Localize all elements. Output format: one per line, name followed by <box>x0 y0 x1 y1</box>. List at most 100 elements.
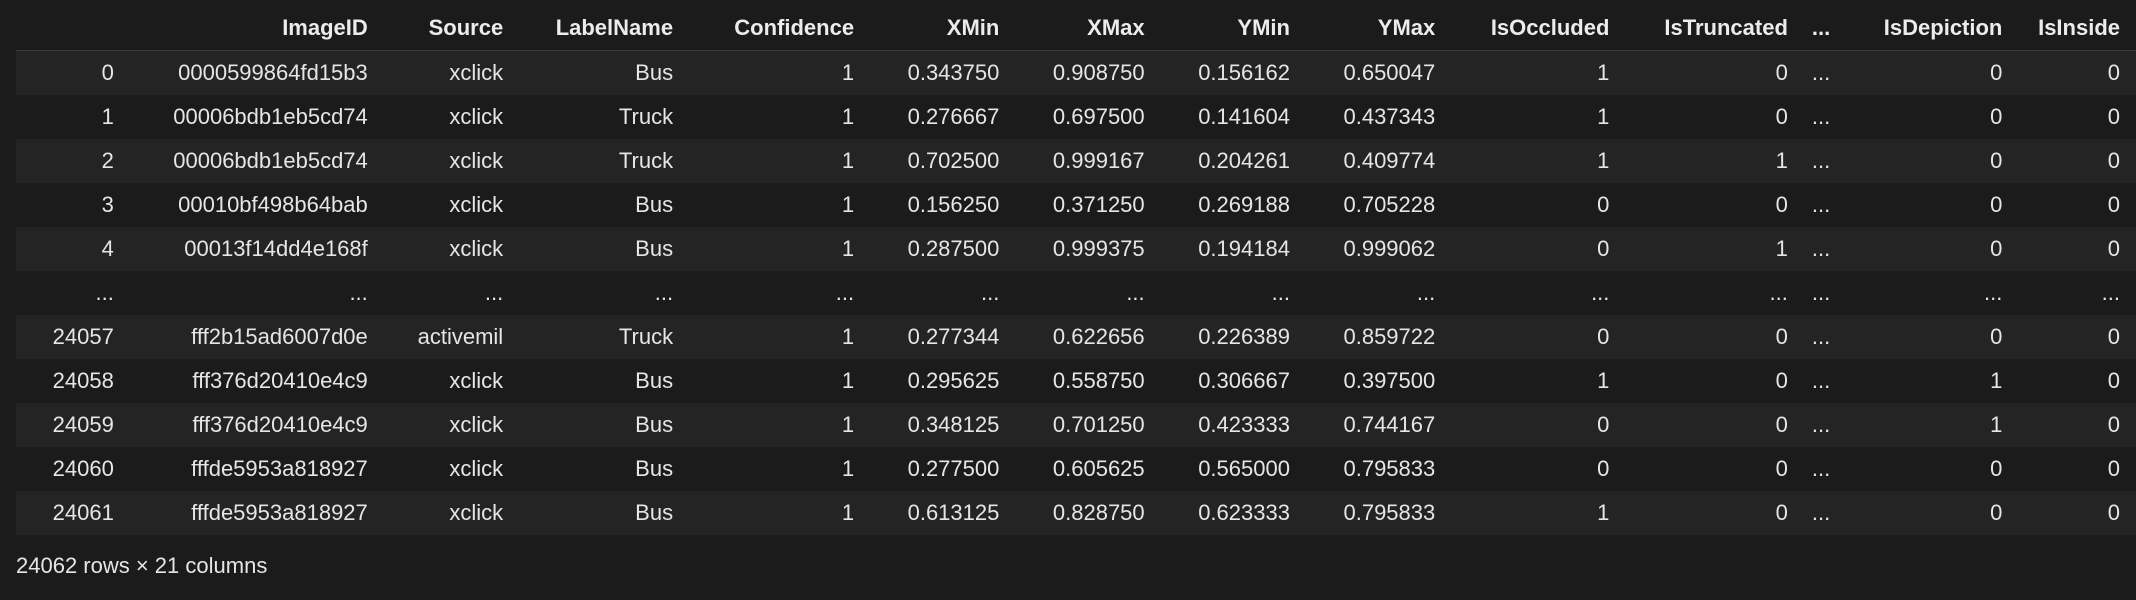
cell-source: xclick <box>449 500 504 525</box>
table-header: ImageID Source LabelName Confidence XMin… <box>16 6 2136 51</box>
table-row: 24060 fffde5953a818927 xclick Bus 1 0.277500 0… <box>16 447 2136 491</box>
cell-imageid: fff2b15ad6007d0e <box>191 324 368 349</box>
cell-index: 4 <box>101 236 114 261</box>
cell-index: 3 <box>101 192 114 217</box>
cell-xmax: 0.605625 <box>1052 456 1145 481</box>
cell-index: 24058 <box>52 368 114 393</box>
cell-ymax: 0.705228 <box>1343 192 1436 217</box>
cell-isdepiction: 1 <box>1990 412 2003 437</box>
cell-source: xclick <box>449 456 504 481</box>
cell-isinside: 0 <box>2107 368 2120 393</box>
cell-source: xclick <box>449 368 504 393</box>
table-row: 24061 fffde5953a818927 xclick Bus 1 0.613125 0… <box>16 491 2136 535</box>
column-header-ymax: YMax <box>1305 6 1452 51</box>
cell-ymax: 0.409774 <box>1343 148 1436 173</box>
cell-confidence: 1 <box>841 500 855 525</box>
cell-confidence: 1 <box>841 60 855 85</box>
cell-istruncated: 0 <box>1775 456 1788 481</box>
cell-istruncated: 0 <box>1775 60 1788 85</box>
cell-isoccluded: 1 <box>1597 500 1610 525</box>
column-header-isinside: IsInside <box>2018 6 2136 51</box>
cell-xmax: 0.999375 <box>1052 236 1145 261</box>
cell-xmax: ... <box>1126 280 1145 305</box>
table-row: 24058 fff376d20410e4c9 xclick Bus 1 0.295625 0… <box>16 359 2136 403</box>
cell-imageid: 0000599864fd15b3 <box>178 60 368 85</box>
cell-xmax: 0.908750 <box>1052 60 1145 85</box>
cell-istruncated: 1 <box>1775 148 1788 173</box>
cell-isdepiction: 0 <box>1990 104 2003 129</box>
cell-ymin: 0.423333 <box>1198 412 1290 437</box>
table-row: 2 00006bdb1eb5cd74 xclick Truck 1 0.702500 0.9… <box>16 139 2136 183</box>
cell-isinside: 0 <box>2107 236 2120 261</box>
cell-isdepiction: ... <box>1984 280 2003 305</box>
cell-ellipsis: ... <box>1811 148 1831 173</box>
cell-ymin: 0.204261 <box>1198 148 1290 173</box>
cell-imageid: 00010bf498b64bab <box>178 192 368 217</box>
cell-imageid: 00006bdb1eb5cd74 <box>173 148 368 173</box>
cell-isdepiction: 0 <box>1990 456 2003 481</box>
cell-istruncated: 0 <box>1775 324 1788 349</box>
cell-imageid: fff376d20410e4c9 <box>192 412 368 437</box>
cell-confidence: 1 <box>841 192 855 217</box>
cell-index: 24061 <box>52 500 114 525</box>
cell-ymin: 0.194184 <box>1198 236 1290 261</box>
cell-isinside: 0 <box>2107 192 2120 217</box>
cell-isinside: 0 <box>2107 148 2120 173</box>
cell-xmin: 0.277344 <box>907 324 1000 349</box>
cell-labelname: Bus <box>635 500 674 525</box>
cell-imageid: ... <box>349 280 368 305</box>
cell-isoccluded: 0 <box>1597 192 1610 217</box>
column-header-istruncated: IsTruncated <box>1625 6 1804 51</box>
cell-labelname: Truck <box>618 104 674 129</box>
column-header-ellipsis: ... <box>1803 6 1847 51</box>
table-row: 24057 fff2b15ad6007d0e activemil Truck 1 0.27… <box>16 315 2136 359</box>
cell-confidence: 1 <box>841 368 855 393</box>
cell-ymax: ... <box>1416 280 1436 305</box>
table-row: 1 00006bdb1eb5cd74 xclick Truck 1 0.276667 0.6… <box>16 95 2136 139</box>
column-header-isdepiction: IsDepiction <box>1846 6 2019 51</box>
cell-index: ... <box>95 280 114 305</box>
cell-ellipsis: ... <box>1811 456 1831 481</box>
cell-ymax: 0.795833 <box>1343 456 1436 481</box>
cell-xmax: 0.701250 <box>1052 412 1145 437</box>
cell-isdepiction: 0 <box>1990 500 2003 525</box>
cell-source: xclick <box>449 192 504 217</box>
cell-isinside: 0 <box>2107 500 2120 525</box>
cell-ymax: 0.744167 <box>1343 412 1436 437</box>
cell-confidence: 1 <box>841 148 855 173</box>
cell-confidence: 1 <box>841 236 855 261</box>
cell-labelname: Bus <box>635 456 674 481</box>
cell-ellipsis: ... <box>1811 368 1831 393</box>
cell-imageid: 00013f14dd4e168f <box>184 236 368 261</box>
column-header-xmin: XMin <box>870 6 1016 51</box>
cell-isdepiction: 0 <box>1990 324 2003 349</box>
dataframe-shape-text: 24062 rows × 21 columns <box>16 553 268 578</box>
cell-isoccluded: 1 <box>1597 368 1610 393</box>
cell-labelname: Truck <box>618 324 674 349</box>
cell-isdepiction: 1 <box>1990 368 2003 393</box>
cell-ellipsis: ... <box>1811 192 1831 217</box>
column-header-isoccluded: IsOccluded <box>1451 6 1626 51</box>
cell-isinside: 0 <box>2107 104 2120 129</box>
cell-isoccluded: 0 <box>1597 456 1610 481</box>
cell-index: 1 <box>101 104 114 129</box>
table-row: 24059 fff376d20410e4c9 xclick Bus 1 0.348125 0… <box>16 403 2136 447</box>
cell-source: xclick <box>449 236 504 261</box>
cell-source: xclick <box>449 148 504 173</box>
cell-labelname: Bus <box>635 368 674 393</box>
cell-index: 24057 <box>52 324 114 349</box>
cell-xmin: 0.702500 <box>907 148 1000 173</box>
cell-isoccluded: 0 <box>1597 236 1610 261</box>
cell-source: xclick <box>449 104 504 129</box>
cell-isinside: ... <box>2101 280 2120 305</box>
cell-confidence: 1 <box>841 412 855 437</box>
cell-confidence: 1 <box>841 456 855 481</box>
cell-ymin: 0.565000 <box>1198 456 1290 481</box>
cell-isinside: 0 <box>2107 60 2120 85</box>
cell-isoccluded: ... <box>1591 280 1610 305</box>
cell-xmin: 0.156250 <box>907 192 1000 217</box>
cell-source: ... <box>484 280 504 305</box>
dataframe-output: ImageID Source LabelName Confidence XMin… <box>16 6 2136 578</box>
cell-labelname: Bus <box>635 192 674 217</box>
cell-ellipsis: ... <box>1811 104 1831 129</box>
